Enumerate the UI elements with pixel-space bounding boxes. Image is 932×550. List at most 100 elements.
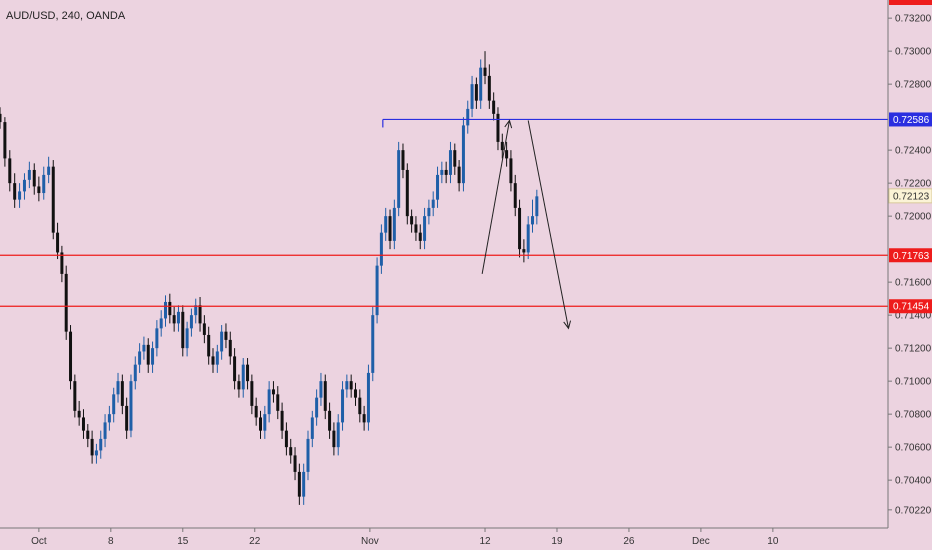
candle — [224, 323, 228, 349]
candle — [94, 443, 98, 464]
arrows-layer — [481, 119, 572, 330]
y-tick-label: 0.72400 — [895, 146, 932, 157]
candle — [470, 75, 474, 118]
candle — [215, 344, 219, 373]
candle — [181, 305, 185, 357]
candle — [440, 161, 444, 184]
candle — [345, 374, 349, 398]
price-tag: 0.72123 — [888, 188, 932, 204]
x-tick-label: 15 — [177, 536, 189, 547]
candle — [51, 160, 55, 240]
candle — [518, 199, 522, 258]
candle — [271, 381, 275, 403]
y-axis: 0.73200 0.73000 0.72800 0.72400 0.72200 0.720… — [888, 14, 932, 516]
candle — [27, 161, 31, 189]
candle — [103, 414, 107, 448]
candle — [129, 374, 133, 438]
candle — [362, 405, 366, 431]
candle — [146, 338, 150, 373]
y-tick-label: 0.71600 — [895, 278, 932, 289]
candle — [267, 381, 271, 423]
candle — [487, 64, 491, 109]
candle — [112, 387, 116, 423]
candle — [448, 141, 452, 184]
candle — [453, 143, 457, 175]
candle — [220, 325, 224, 360]
candle — [509, 150, 513, 192]
candle — [116, 372, 120, 403]
candle — [302, 463, 306, 505]
candle — [297, 463, 301, 505]
candle — [474, 77, 478, 109]
candle — [410, 209, 414, 233]
y-tick-label: 0.71200 — [895, 344, 932, 355]
candle — [483, 51, 487, 85]
candle — [250, 374, 254, 415]
candle — [366, 364, 370, 431]
candle — [125, 397, 129, 439]
candle — [47, 156, 51, 184]
candle — [151, 341, 155, 373]
x-tick-label: 8 — [108, 536, 114, 547]
candle — [228, 331, 232, 365]
candle — [185, 321, 189, 357]
candle — [323, 374, 327, 420]
price-tag: 0.71763 — [889, 248, 932, 263]
candle — [258, 410, 262, 439]
drawn-arrow[interactable] — [481, 119, 513, 274]
candle — [172, 306, 176, 332]
candle — [276, 386, 280, 420]
y-tick-label: 0.72000 — [895, 212, 932, 223]
x-tick-label: 10 — [767, 536, 779, 547]
candle — [319, 372, 323, 406]
candle — [379, 224, 383, 274]
candle — [431, 191, 435, 217]
x-tick-label: 22 — [249, 536, 261, 547]
price-tags: 0.72586 0.71763 0.71454 0.72123 — [888, 112, 932, 314]
candle — [246, 358, 250, 390]
price-tag: 0.71454 — [889, 299, 932, 314]
candle — [306, 430, 310, 481]
price-lines-layer — [0, 118, 888, 307]
candle — [42, 166, 46, 200]
chart-title: AUD/USD, 240, OANDA — [6, 10, 126, 22]
candle — [479, 59, 483, 109]
candle — [384, 207, 388, 241]
candle — [22, 173, 26, 200]
candles-layer — [0, 51, 539, 505]
candle — [492, 92, 496, 121]
candle — [138, 343, 142, 373]
x-tick-label: Nov — [361, 536, 379, 547]
candle — [526, 216, 530, 260]
drawn-arrow[interactable] — [527, 120, 572, 330]
candle — [444, 161, 448, 184]
candle — [176, 305, 180, 332]
candle — [69, 325, 73, 390]
candle — [388, 209, 392, 250]
candle — [168, 293, 172, 324]
svg-text:0.72586: 0.72586 — [893, 115, 930, 126]
candle — [142, 336, 146, 360]
candle — [535, 189, 539, 225]
svg-text:0.71763: 0.71763 — [893, 251, 930, 262]
candle — [18, 183, 22, 208]
candle — [77, 400, 81, 426]
candle — [13, 173, 17, 208]
candle — [73, 374, 77, 418]
candle — [32, 163, 36, 195]
candle — [531, 199, 535, 233]
candle — [37, 176, 41, 202]
candle — [336, 414, 340, 456]
y-tick-label: 0.73000 — [895, 47, 932, 58]
candle — [310, 410, 314, 448]
y-tick-label: 0.70400 — [895, 476, 932, 487]
candle — [522, 239, 526, 263]
candle — [164, 295, 168, 327]
candle — [241, 358, 245, 398]
candle — [513, 174, 517, 217]
candle — [375, 257, 379, 324]
candle — [392, 199, 396, 250]
candle — [99, 430, 103, 459]
svg-text:0.72123: 0.72123 — [893, 191, 930, 202]
